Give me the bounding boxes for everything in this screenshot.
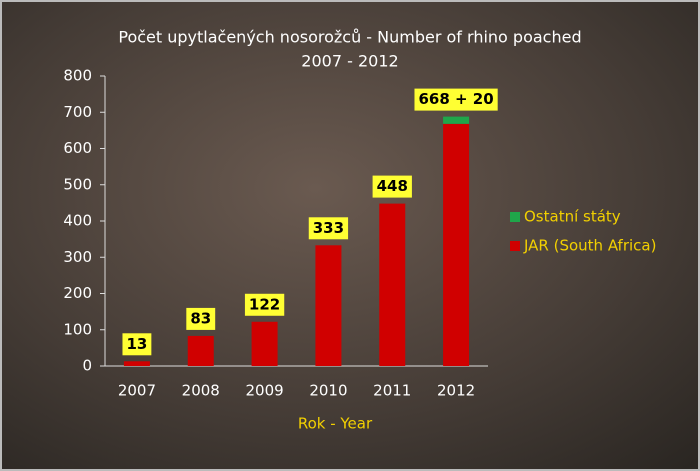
y-tick-label: 500 [63, 175, 92, 193]
value-label-box [122, 333, 152, 356]
x-tick-label: 2011 [373, 382, 411, 400]
value-label-box [186, 307, 216, 330]
legend-label: Ostatní státy [524, 208, 621, 226]
x-axis-title: Rok - Year [298, 415, 373, 433]
value-label: 13 [126, 335, 147, 353]
x-tick-label: 2012 [437, 382, 475, 400]
y-tick-label: 400 [63, 212, 92, 230]
x-tick-label: 2007 [118, 382, 156, 400]
x-tick-label: 2009 [245, 382, 283, 400]
bar [123, 361, 150, 366]
bar [443, 123, 470, 366]
y-tick-label: 0 [82, 357, 92, 375]
x-tick-label: 2008 [182, 382, 220, 400]
x-tick-label: 2010 [309, 382, 347, 400]
y-tick-label: 100 [63, 320, 92, 338]
value-label: 122 [249, 295, 280, 313]
y-tick-label: 700 [63, 103, 92, 121]
bar [443, 116, 470, 124]
value-label: 333 [313, 219, 344, 237]
y-tick-label: 600 [63, 139, 92, 157]
value-label: 448 [377, 177, 408, 195]
legend-swatch [510, 241, 520, 251]
legend-label: JAR (South Africa) [523, 237, 656, 255]
bar [315, 245, 342, 366]
bar [251, 321, 278, 366]
y-tick-label: 200 [63, 284, 92, 302]
value-label-box [308, 217, 349, 240]
bar [379, 203, 406, 366]
bar [187, 335, 214, 366]
value-label: 83 [190, 309, 211, 327]
y-tick-label: 300 [63, 248, 92, 266]
value-label-box [372, 175, 412, 198]
value-label: 668 + 20 [418, 90, 493, 108]
legend-swatch [510, 212, 520, 222]
chart-subtitle: 2007 - 2012 [301, 52, 398, 71]
y-tick-label: 800 [63, 67, 92, 85]
value-label-box [414, 88, 498, 111]
value-label-box [244, 293, 285, 316]
chart-title: Počet upytlačených nosorožců - Number of… [118, 28, 581, 47]
